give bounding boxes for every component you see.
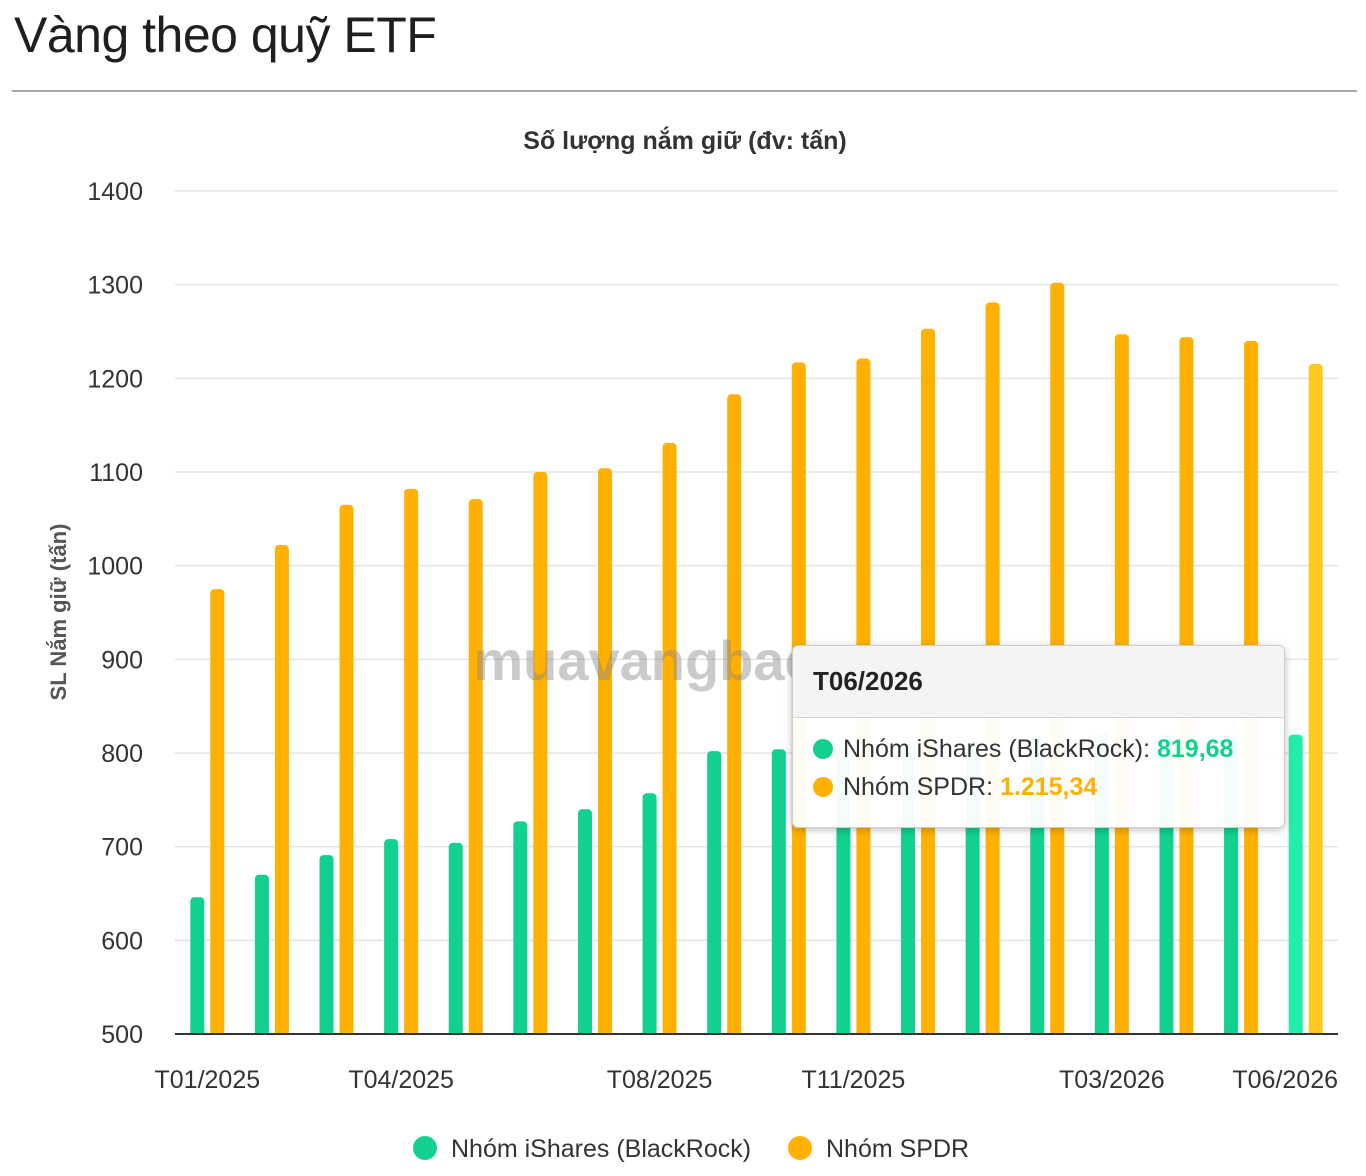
bar-base bbox=[727, 1029, 742, 1034]
bar-base bbox=[319, 1029, 334, 1034]
bar-base bbox=[1288, 1029, 1303, 1034]
bar-base bbox=[901, 1029, 916, 1034]
bar-base bbox=[1114, 1029, 1129, 1034]
bar-base bbox=[597, 1029, 612, 1034]
bar-base bbox=[642, 1029, 657, 1034]
bar-spdr[interactable] bbox=[533, 472, 548, 1034]
page-title: Vàng theo quỹ ETF bbox=[14, 7, 437, 63]
y-axis-label: SL Nắm giữ (tấn) bbox=[46, 524, 71, 701]
y-tick-label: 500 bbox=[101, 1021, 143, 1049]
x-tick-label: T03/2026 bbox=[1059, 1066, 1165, 1094]
bar-ishares[interactable] bbox=[254, 874, 269, 1034]
bar-base bbox=[1179, 1029, 1194, 1034]
legend-item-ishares[interactable]: Nhóm iShares (BlackRock) bbox=[413, 1135, 751, 1163]
tooltip-label-spdr: Nhóm SPDR bbox=[843, 773, 987, 801]
legend-marker-icon bbox=[788, 1136, 812, 1160]
tooltip-label-ishares: Nhóm iShares (BlackRock) bbox=[843, 735, 1144, 763]
bar-base bbox=[856, 1029, 871, 1034]
y-tick-label: 1100 bbox=[89, 459, 143, 487]
bar-base bbox=[254, 1029, 269, 1034]
bar-base bbox=[404, 1029, 419, 1034]
bar-spdr[interactable] bbox=[1308, 363, 1323, 1035]
bar-base bbox=[274, 1029, 289, 1034]
bar-spdr[interactable] bbox=[404, 488, 419, 1034]
bar-base bbox=[1159, 1029, 1174, 1034]
bar-base bbox=[533, 1029, 548, 1034]
tooltip-row-ishares: Nhóm iShares (BlackRock): 819,68 bbox=[813, 735, 1233, 764]
tooltip-value-spdr: 1.215,34 bbox=[1000, 773, 1098, 801]
bar-ishares[interactable] bbox=[577, 809, 592, 1034]
spdr-dot-icon bbox=[813, 777, 833, 797]
bar-ishares[interactable] bbox=[319, 855, 334, 1034]
x-tick-label: T06/2026 bbox=[1232, 1066, 1338, 1094]
y-tick-label: 1000 bbox=[87, 553, 143, 581]
bar-base bbox=[836, 1029, 851, 1034]
y-tick-label: 700 bbox=[101, 834, 143, 862]
bar-base bbox=[921, 1029, 936, 1034]
bar-base bbox=[791, 1029, 806, 1034]
chart-title: Số lượng nắm giữ (đv: tấn) bbox=[523, 125, 846, 155]
bar-base bbox=[577, 1029, 592, 1034]
bar-ishares[interactable] bbox=[384, 839, 399, 1034]
title-divider bbox=[12, 90, 1357, 92]
bar-base bbox=[1224, 1029, 1239, 1034]
y-tick-label: 600 bbox=[101, 927, 143, 955]
bar-base bbox=[384, 1029, 399, 1034]
legend-item-spdr[interactable]: Nhóm SPDR bbox=[788, 1135, 969, 1163]
x-tick-label: T01/2025 bbox=[154, 1066, 260, 1094]
y-tick-label: 1200 bbox=[87, 365, 143, 393]
bar-base bbox=[1308, 1029, 1323, 1034]
bar-ishares[interactable] bbox=[1288, 734, 1303, 1034]
y-tick-label: 1400 bbox=[87, 178, 143, 206]
bar-base bbox=[468, 1029, 483, 1034]
bar-spdr[interactable] bbox=[662, 442, 677, 1034]
bar-base bbox=[771, 1029, 786, 1034]
bar-spdr[interactable] bbox=[339, 504, 354, 1034]
bar-base bbox=[707, 1029, 722, 1034]
bar-spdr[interactable] bbox=[597, 468, 612, 1035]
bar-base bbox=[1244, 1029, 1259, 1034]
bar-base bbox=[1094, 1029, 1109, 1034]
legend-label: Nhóm SPDR bbox=[826, 1135, 969, 1163]
bar-base bbox=[190, 1029, 205, 1034]
tooltip-row-spdr: Nhóm SPDR: 1.215,34 bbox=[813, 773, 1097, 802]
bar-ishares[interactable] bbox=[707, 751, 722, 1034]
bar-base bbox=[448, 1029, 463, 1034]
legend-label: Nhóm iShares (BlackRock) bbox=[451, 1135, 751, 1163]
bar-spdr[interactable] bbox=[274, 545, 289, 1034]
ishares-dot-icon bbox=[813, 739, 833, 759]
bar-spdr[interactable] bbox=[727, 394, 742, 1034]
bar-base bbox=[965, 1029, 980, 1034]
bar-spdr[interactable] bbox=[468, 499, 483, 1034]
bar-base bbox=[985, 1029, 1000, 1034]
bar-base bbox=[662, 1029, 677, 1034]
bar-ishares[interactable] bbox=[448, 842, 463, 1034]
chart-tooltip: T06/2026 Nhóm iShares (BlackRock): 819,6… bbox=[792, 645, 1285, 828]
bar-ishares[interactable] bbox=[771, 749, 786, 1034]
bar-spdr[interactable] bbox=[210, 589, 225, 1034]
bar-base bbox=[210, 1029, 225, 1034]
x-tick-label: T11/2025 bbox=[802, 1066, 906, 1094]
bar-base bbox=[1030, 1029, 1045, 1034]
x-tick-label: T04/2025 bbox=[348, 1066, 454, 1094]
bar-base bbox=[513, 1029, 528, 1034]
y-tick-label: 1300 bbox=[87, 272, 143, 300]
bar-ishares[interactable] bbox=[513, 821, 528, 1034]
bar-ishares[interactable] bbox=[190, 897, 205, 1034]
bar-ishares[interactable] bbox=[642, 793, 657, 1034]
y-tick-label: 800 bbox=[101, 740, 143, 768]
tooltip-title: T06/2026 bbox=[793, 646, 1284, 718]
bar-base bbox=[339, 1029, 354, 1034]
legend-marker-icon bbox=[413, 1136, 437, 1160]
x-tick-label: T08/2025 bbox=[607, 1066, 713, 1094]
y-tick-label: 900 bbox=[101, 646, 143, 674]
tooltip-value-ishares: 819,68 bbox=[1157, 735, 1234, 763]
bar-base bbox=[1050, 1029, 1065, 1034]
